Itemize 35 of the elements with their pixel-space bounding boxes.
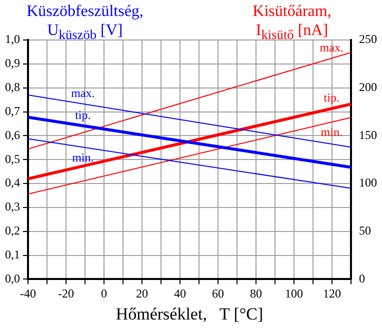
x-tick-label: -20 — [58, 286, 74, 301]
y-tick-label: 0,3 — [5, 200, 20, 214]
y-tick-label: 0,4 — [5, 176, 20, 190]
x-tick-label: 100 — [285, 286, 303, 301]
series-label: max. — [71, 86, 95, 100]
y2-tick-label: 100 — [359, 176, 377, 190]
y-tick-label: 0,1 — [5, 247, 20, 262]
x-tick-label: 120 — [323, 286, 341, 301]
y-axis-title: Küszöbfeszültség, U$_{küszöb}$ [V] — [26, 3, 144, 42]
x-tick-label: 20 — [136, 286, 148, 301]
x-tick-label: 0 — [101, 286, 107, 301]
x-tick-label: 60 — [212, 286, 224, 301]
y2-tick-label: 0 — [359, 271, 365, 286]
x-tick-label: 40 — [174, 286, 186, 301]
y-tick-label: 1,0 — [5, 32, 20, 46]
series-label: tip. — [324, 90, 340, 105]
y-tick-label: 0,7 — [5, 104, 20, 118]
y2-tick-label: 200 — [359, 80, 377, 94]
y-tick-label: 0,6 — [5, 128, 20, 142]
x-axis-title: Hőmérséklet, T [°C] — [116, 304, 264, 324]
x-tick-label: 80 — [250, 286, 262, 301]
y2-tick-label: 250 — [359, 32, 377, 46]
x-tick-label: -40 — [20, 286, 36, 301]
y-tick-label: 0,0 — [5, 271, 20, 286]
y-tick-label: 0,5 — [5, 152, 20, 166]
y2-axis-title: Kisütőáram, I$_{kisütő}$ [nA] — [252, 3, 332, 42]
series-label: min. — [320, 125, 342, 140]
y-tick-label: 0,8 — [5, 80, 20, 94]
y2-tick-label: 50 — [359, 224, 371, 238]
y2-tick-label: 150 — [359, 128, 377, 142]
y-tick-label: 0,2 — [5, 224, 20, 238]
series-label: tip. — [75, 108, 91, 122]
series-label: max. — [320, 40, 344, 54]
y-tick-label: 0,9 — [5, 56, 20, 70]
series-label: min. — [72, 150, 94, 164]
